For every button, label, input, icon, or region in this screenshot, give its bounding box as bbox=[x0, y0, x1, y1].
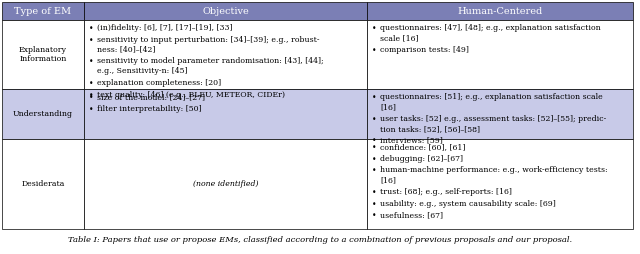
Text: •: • bbox=[89, 36, 93, 45]
Text: questionnaires: [51]; e.g., explanation satisfaction scale: questionnaires: [51]; e.g., explanation … bbox=[380, 93, 603, 101]
Text: •: • bbox=[89, 105, 93, 114]
Text: Human-Centered: Human-Centered bbox=[458, 7, 543, 15]
Text: Table I: Papers that use or propose EMs, classified according to a combination o: Table I: Papers that use or propose EMs,… bbox=[68, 236, 572, 245]
Bar bbox=[367, 2, 633, 20]
Bar bbox=[2, 20, 84, 89]
Text: debugging: [62]–[67]: debugging: [62]–[67] bbox=[380, 155, 463, 163]
Text: •: • bbox=[372, 166, 376, 175]
Bar bbox=[2, 139, 84, 229]
Text: size of the model: [24]–[27]: size of the model: [24]–[27] bbox=[97, 93, 205, 101]
Text: Objective: Objective bbox=[202, 7, 249, 15]
Text: confidence: [60], [61]: confidence: [60], [61] bbox=[380, 143, 465, 151]
Text: interviews: [59]: interviews: [59] bbox=[380, 136, 443, 145]
Text: •: • bbox=[89, 79, 93, 88]
Bar bbox=[367, 20, 633, 89]
Bar bbox=[84, 2, 367, 20]
Text: Desiderata: Desiderata bbox=[21, 180, 65, 188]
Text: comparison tests: [49]: comparison tests: [49] bbox=[380, 46, 469, 54]
Text: Understanding: Understanding bbox=[13, 110, 73, 118]
Text: explanation completeness: [20]: explanation completeness: [20] bbox=[97, 79, 221, 87]
Bar bbox=[84, 89, 367, 139]
Text: •: • bbox=[372, 46, 376, 55]
Bar bbox=[2, 89, 84, 139]
Text: •: • bbox=[372, 24, 376, 33]
Text: ness: [40]–[42]: ness: [40]–[42] bbox=[97, 46, 156, 54]
Text: human-machine performance: e.g., work-efficiency tests:: human-machine performance: e.g., work-ef… bbox=[380, 166, 607, 174]
Text: usefulness: [67]: usefulness: [67] bbox=[380, 211, 443, 219]
Text: filter interpretability: [50]: filter interpretability: [50] bbox=[97, 105, 202, 113]
Text: (none identified): (none identified) bbox=[193, 180, 259, 188]
Text: •: • bbox=[89, 91, 93, 100]
Text: •: • bbox=[372, 143, 376, 152]
Text: •: • bbox=[372, 93, 376, 102]
Bar bbox=[84, 20, 367, 89]
Bar bbox=[367, 89, 633, 139]
Text: scale [16]: scale [16] bbox=[380, 34, 419, 42]
Text: sensitivity to model parameter randomisation: [43], [44];: sensitivity to model parameter randomisa… bbox=[97, 57, 324, 65]
Text: •: • bbox=[372, 211, 376, 220]
Text: •: • bbox=[372, 200, 376, 209]
Bar bbox=[84, 139, 367, 229]
Text: •: • bbox=[372, 155, 376, 164]
Text: trust: [68]; e.g., self-reports: [16]: trust: [68]; e.g., self-reports: [16] bbox=[380, 188, 512, 196]
Text: Explanatory
Information: Explanatory Information bbox=[19, 46, 67, 63]
Text: usability: e.g., system causability scale: [69]: usability: e.g., system causability scal… bbox=[380, 200, 556, 208]
Text: •: • bbox=[372, 115, 376, 124]
Text: text quality: [46] (e.g., BLEU, METEOR, CIDEr): text quality: [46] (e.g., BLEU, METEOR, … bbox=[97, 91, 285, 99]
Text: Type of EM: Type of EM bbox=[15, 7, 72, 15]
Text: e.g., Sensitivity-n: [45]: e.g., Sensitivity-n: [45] bbox=[97, 68, 188, 75]
Bar bbox=[2, 2, 84, 20]
Text: questionnaires: [47], [48]; e.g., explanation satisfaction: questionnaires: [47], [48]; e.g., explan… bbox=[380, 24, 601, 32]
Text: •: • bbox=[89, 57, 93, 66]
Text: tion tasks: [52], [56]–[58]: tion tasks: [52], [56]–[58] bbox=[380, 125, 480, 133]
Text: •: • bbox=[89, 24, 93, 33]
Text: [16]: [16] bbox=[380, 103, 396, 111]
Text: •: • bbox=[372, 136, 376, 146]
Text: user tasks: [52] e.g., assessment tasks: [52]–[55]; predic-: user tasks: [52] e.g., assessment tasks:… bbox=[380, 115, 606, 123]
Text: (in)fidelity: [6], [7], [17]–[19], [33]: (in)fidelity: [6], [7], [17]–[19], [33] bbox=[97, 24, 232, 32]
Text: sensitivity to input perturbation: [34]–[39]; e.g., robust-: sensitivity to input perturbation: [34]–… bbox=[97, 36, 319, 44]
Text: •: • bbox=[372, 188, 376, 197]
Bar bbox=[367, 139, 633, 229]
Text: •: • bbox=[89, 93, 93, 102]
Text: [16]: [16] bbox=[380, 176, 396, 184]
